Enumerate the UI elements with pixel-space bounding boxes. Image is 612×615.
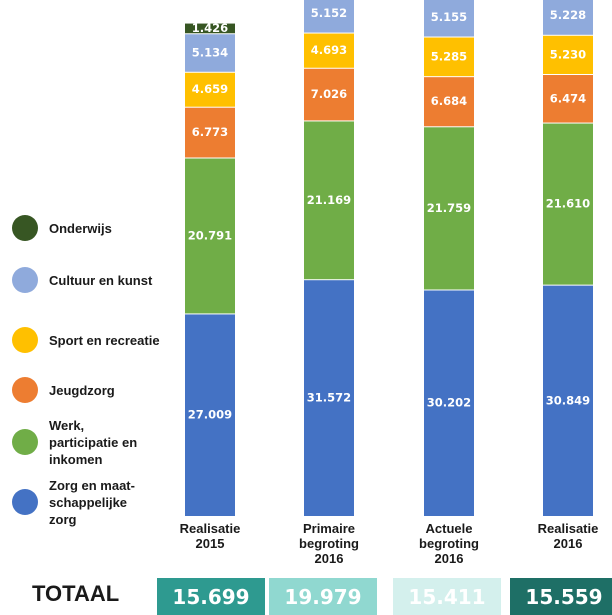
category-label: 2015 bbox=[196, 536, 225, 551]
totals-row: TOTAAL 15.699 19.979 15.411 15.559 bbox=[32, 578, 612, 615]
data-label: 1.426 bbox=[192, 21, 228, 35]
data-label: 6.773 bbox=[192, 125, 228, 139]
bar-segment bbox=[424, 290, 474, 516]
legend-label: Cultuur en kunst bbox=[49, 273, 153, 288]
data-label: 6.474 bbox=[550, 91, 586, 105]
bar-segment bbox=[304, 280, 354, 516]
data-label: 5.228 bbox=[550, 8, 586, 22]
category-label: begroting bbox=[419, 536, 479, 551]
bar-segment bbox=[304, 33, 354, 68]
legend-label: participatie en bbox=[49, 435, 137, 450]
bar-segment bbox=[185, 158, 235, 314]
total-box bbox=[157, 578, 265, 615]
total-value: 15.699 bbox=[172, 585, 249, 609]
total-value: 19.979 bbox=[284, 585, 361, 609]
category-label: 2016 bbox=[315, 551, 344, 566]
legend-label: zorg bbox=[49, 512, 77, 527]
category-label: 2016 bbox=[554, 536, 583, 551]
legend-label: Zorg en maat- bbox=[49, 478, 135, 493]
legend-label: Sport en recreatie bbox=[49, 333, 160, 348]
data-label: 31.572 bbox=[307, 391, 351, 405]
bar-segment bbox=[304, 121, 354, 280]
legend-label: schappelijke bbox=[49, 495, 127, 510]
bar-segment bbox=[543, 0, 593, 35]
data-label: 30.849 bbox=[546, 393, 590, 407]
bar-segment bbox=[424, 37, 474, 77]
legend-label: inkomen bbox=[49, 452, 103, 467]
data-label: 30.202 bbox=[427, 396, 471, 410]
data-label: 7.026 bbox=[311, 87, 347, 101]
legend-label: Werk, bbox=[49, 418, 84, 433]
bar-segment bbox=[543, 75, 593, 123]
data-label: 5.152 bbox=[311, 6, 347, 20]
data-label: 5.134 bbox=[192, 46, 228, 60]
data-label: 5.230 bbox=[550, 47, 586, 61]
data-label: 4.659 bbox=[192, 82, 228, 96]
data-label: 4.693 bbox=[311, 43, 347, 57]
bar-segment bbox=[543, 285, 593, 516]
total-value: 15.411 bbox=[408, 585, 485, 609]
legend-label: Onderwijs bbox=[49, 221, 112, 236]
total-value: 15.559 bbox=[525, 585, 602, 609]
legend-swatch bbox=[12, 215, 38, 241]
bar-segment bbox=[543, 35, 593, 75]
bar-segment bbox=[304, 68, 354, 121]
category-label: Realisatie bbox=[538, 521, 599, 536]
bar-segment bbox=[304, 0, 354, 33]
legend-label: Jeugdzorg bbox=[49, 383, 115, 398]
legend-swatch bbox=[12, 267, 38, 293]
data-label: 6.684 bbox=[431, 94, 467, 108]
total-box bbox=[510, 578, 612, 615]
legend-swatch bbox=[12, 327, 38, 353]
legend-swatch bbox=[12, 429, 38, 455]
bar-segment bbox=[185, 107, 235, 158]
bar-segment bbox=[424, 127, 474, 290]
category-label: 2016 bbox=[435, 551, 464, 566]
data-label: 21.610 bbox=[546, 197, 590, 211]
legend: Onderwijs Cultuur en kunst Sport en recrea… bbox=[12, 215, 160, 527]
bar-segment bbox=[424, 0, 474, 37]
totals-title: TOTAAL bbox=[32, 581, 119, 606]
category-label: Realisatie bbox=[180, 521, 241, 536]
category-label: Primaire bbox=[303, 521, 355, 536]
data-label: 5.285 bbox=[431, 49, 467, 63]
data-label: 21.759 bbox=[427, 201, 471, 215]
data-label: 21.169 bbox=[307, 193, 351, 207]
bar-segment bbox=[185, 34, 235, 72]
legend-swatch bbox=[12, 377, 38, 403]
bar-segment bbox=[185, 314, 235, 516]
data-label: 5.155 bbox=[431, 10, 467, 24]
bar-segment bbox=[185, 72, 235, 107]
legend-swatch bbox=[12, 489, 38, 515]
bar-segment bbox=[543, 123, 593, 285]
bars: 27.009 20.791 6.773 4.659 5.134 1.426 31.572 21… bbox=[185, 0, 593, 516]
category-label: Actuele bbox=[426, 521, 473, 536]
data-label: 20.791 bbox=[188, 228, 232, 242]
category-label: begroting bbox=[299, 536, 359, 551]
total-box bbox=[269, 578, 377, 615]
total-box bbox=[393, 578, 501, 615]
bar-segment bbox=[424, 77, 474, 127]
data-label: 27.009 bbox=[188, 408, 232, 422]
category-labels: Realisatie2015Primairebegroting2016Actue… bbox=[180, 521, 599, 566]
bar-segment bbox=[185, 23, 235, 34]
